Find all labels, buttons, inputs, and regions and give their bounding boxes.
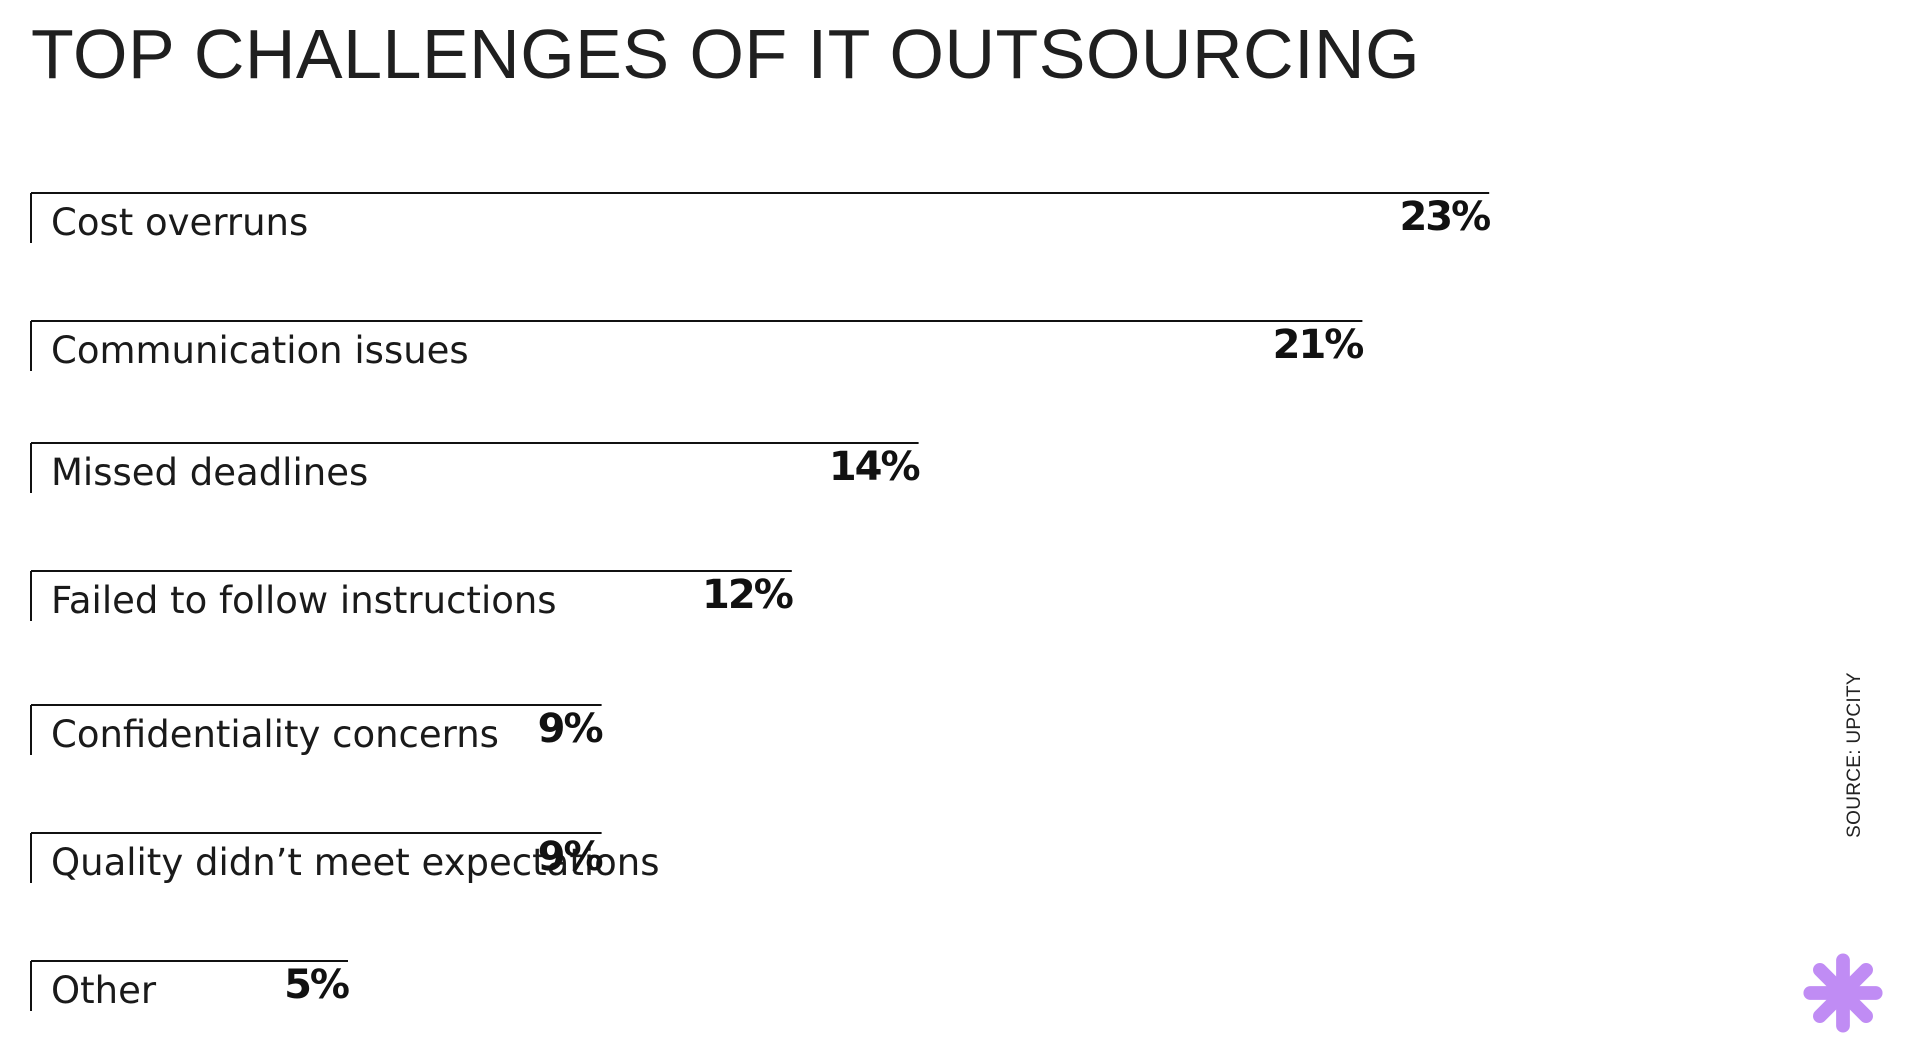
- value-label: 23%: [1399, 194, 1490, 240]
- chart-title: TOP CHALLENGES OF IT OUTSOURCING: [31, 15, 1421, 93]
- asterisk-icon: [1803, 953, 1883, 1033]
- value-label: 5%: [284, 962, 349, 1008]
- category-label: Other: [51, 969, 157, 1012]
- value-label: 12%: [702, 572, 793, 618]
- category-label: Missed deadlines: [51, 451, 368, 494]
- bar-row: Missed deadlines 14%: [30, 442, 922, 494]
- category-label: Communication issues: [51, 329, 469, 372]
- category-label: Failed to follow instructions: [51, 579, 557, 622]
- value-label: 21%: [1273, 322, 1364, 368]
- value-label: 14%: [829, 444, 920, 490]
- source-note: SOURCE: UPCITY: [1844, 672, 1865, 838]
- bar-row: Communication issues 21%: [30, 320, 1365, 372]
- bar-row: Cost overruns 23%: [30, 192, 1492, 244]
- category-label: Cost overruns: [51, 201, 308, 244]
- value-label: 9%: [538, 706, 603, 752]
- bar-row: Failed to follow instructions 12%: [30, 570, 795, 622]
- category-label: Confidentiality concerns: [51, 713, 499, 756]
- value-label: 9%: [538, 834, 603, 880]
- bar-row: Other 5%: [30, 960, 351, 1012]
- bar-row: Confidentiality concerns 9%: [30, 704, 605, 756]
- category-label: Quality didn’t meet expectations: [51, 841, 659, 884]
